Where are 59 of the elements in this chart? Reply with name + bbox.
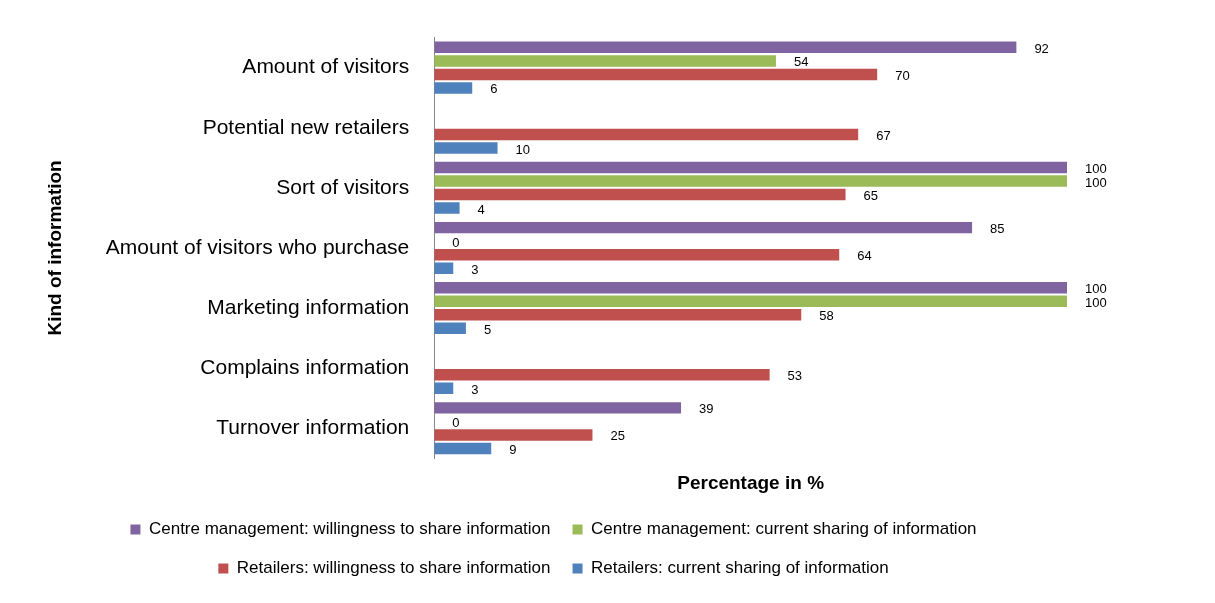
data-label: 58 xyxy=(819,308,834,324)
bar xyxy=(434,402,682,414)
bar xyxy=(434,262,454,274)
bar xyxy=(434,221,973,234)
data-label: 100 xyxy=(1085,174,1107,190)
data-label: 65 xyxy=(863,188,879,204)
bar xyxy=(434,369,770,381)
y-tick-label: Marketing information xyxy=(207,294,410,318)
y-tick-label: Sort of visitors xyxy=(276,174,410,198)
bar xyxy=(434,295,1067,307)
bar xyxy=(434,41,1017,54)
bar xyxy=(434,128,859,141)
y-tick-label: Turnover information xyxy=(216,414,410,438)
data-label: 85 xyxy=(990,221,1005,237)
x-axis-title: Percentage in % xyxy=(677,471,825,493)
data-label: 4 xyxy=(477,201,485,217)
data-label: 100 xyxy=(1085,161,1107,177)
legend-label: Centre management: current sharing of information xyxy=(591,519,977,539)
data-label: 10 xyxy=(515,141,531,157)
data-label: 70 xyxy=(895,67,910,83)
legend-label: Centre management: willingness to share information xyxy=(148,519,551,539)
data-label: 3 xyxy=(471,261,479,277)
bar xyxy=(434,442,492,455)
bar xyxy=(434,82,473,94)
bar xyxy=(434,382,454,395)
data-label: 53 xyxy=(787,368,803,384)
data-label: 100 xyxy=(1085,281,1107,297)
y-tick-label: Amount of visitors xyxy=(242,54,410,78)
data-label: 64 xyxy=(857,248,872,264)
bar xyxy=(434,55,776,67)
bar xyxy=(434,188,846,201)
data-label: 6 xyxy=(490,81,498,97)
data-label: 54 xyxy=(793,54,809,70)
legend-label: Retailers: current sharing of information xyxy=(591,558,889,578)
y-tick-label: Amount of visitors who purchase xyxy=(105,234,410,258)
data-label: 0 xyxy=(452,234,460,250)
bar xyxy=(434,142,498,154)
data-label: 100 xyxy=(1085,294,1107,310)
y-tick-label: Potential new retailers xyxy=(202,114,410,138)
y-tick-label: Complains information xyxy=(200,354,410,378)
data-label: 0 xyxy=(452,414,460,430)
data-label: 3 xyxy=(471,381,479,397)
bar xyxy=(434,202,460,214)
bar xyxy=(434,309,802,321)
legend-label: Retailers: willingness to share information xyxy=(236,558,551,578)
bar xyxy=(434,281,1067,294)
data-label: 92 xyxy=(1034,40,1049,56)
data-label: 25 xyxy=(610,428,625,444)
bar xyxy=(434,175,1067,187)
bar xyxy=(434,161,1067,174)
data-label: 39 xyxy=(699,401,714,417)
data-label: 5 xyxy=(483,321,492,337)
bar xyxy=(434,68,878,81)
data-label: 67 xyxy=(876,128,891,144)
data-label: 9 xyxy=(509,442,517,458)
y-axis-title: Kind of information xyxy=(43,160,65,336)
bar xyxy=(434,248,840,261)
bar xyxy=(434,429,593,441)
bar xyxy=(434,322,466,335)
